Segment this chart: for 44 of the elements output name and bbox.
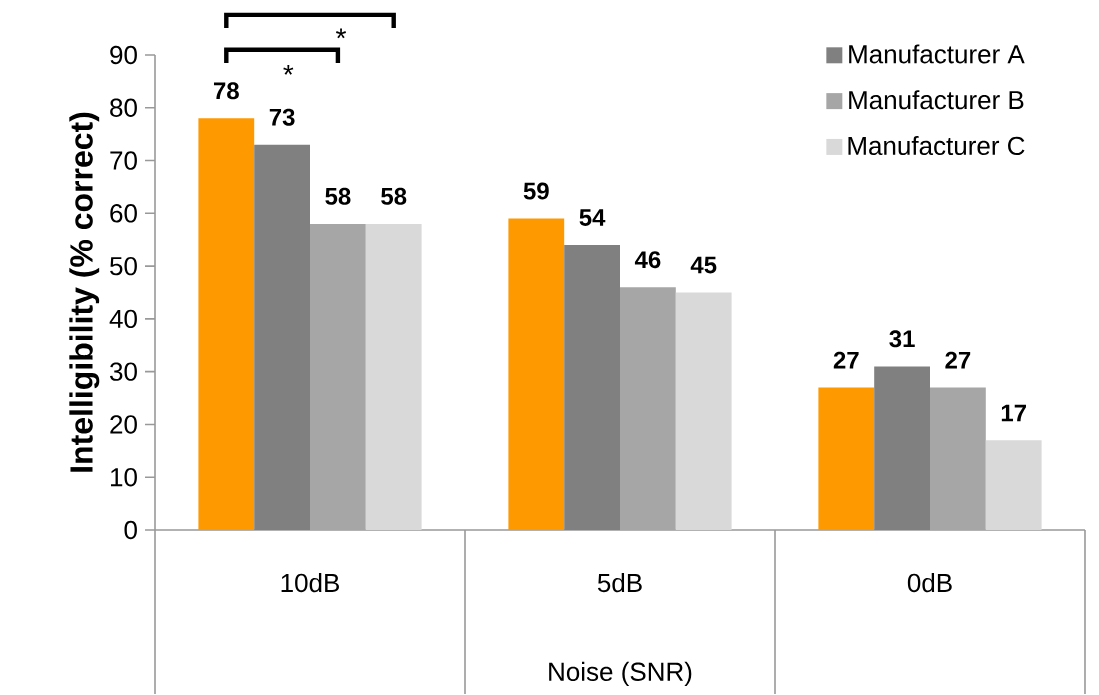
bar (508, 218, 565, 530)
bar (198, 118, 255, 530)
x-axis-title: Noise (SNR) (549, 661, 692, 687)
y-tick-label: 30 (110, 362, 137, 381)
data-label: 58 (325, 187, 351, 205)
data-label: 59 (523, 182, 549, 200)
legend-label: Manufacturer A (849, 44, 1025, 64)
data-label: 27 (833, 351, 859, 369)
x-tick-label: 0dB (907, 573, 952, 593)
y-tick-label: 40 (109, 309, 137, 329)
x-tick-label: 5dB (597, 573, 642, 593)
data-label: 17 (1001, 404, 1026, 422)
bar (930, 387, 986, 530)
bar (675, 292, 732, 530)
legend-label: Manufacturer C (848, 136, 1025, 156)
x-tick-label: 10dB (281, 573, 339, 593)
data-label: 46 (634, 251, 661, 269)
bar (365, 223, 422, 530)
data-label: 58 (381, 187, 407, 205)
bar (254, 144, 310, 530)
y-tick-label: 20 (110, 415, 137, 434)
bar (564, 244, 620, 530)
data-label: 54 (579, 209, 606, 226)
data-label: 45 (690, 256, 717, 274)
y-tick-label: 90 (110, 45, 137, 65)
legend-label: Manufacturer B (849, 90, 1024, 110)
y-tick-label: 50 (110, 256, 137, 276)
bar (818, 387, 875, 530)
y-tick-label: 10 (110, 468, 137, 487)
data-label: 27 (945, 351, 971, 369)
data-label: 73 (269, 108, 295, 126)
bar (985, 440, 1042, 530)
y-tick-label: 80 (110, 98, 137, 117)
y-tick-label: 70 (110, 151, 137, 170)
bar (620, 287, 676, 530)
y-tick-label: 0 (124, 520, 137, 540)
data-label: 78 (213, 82, 239, 100)
bar (310, 223, 366, 530)
y-tick-label: 60 (110, 204, 137, 223)
data-label: 31 (889, 330, 915, 348)
text: * (335, 28, 347, 39)
annotation: * (283, 64, 294, 75)
y-axis-title: Intelligibility (% correct) (69, 112, 100, 472)
bar (874, 366, 930, 530)
